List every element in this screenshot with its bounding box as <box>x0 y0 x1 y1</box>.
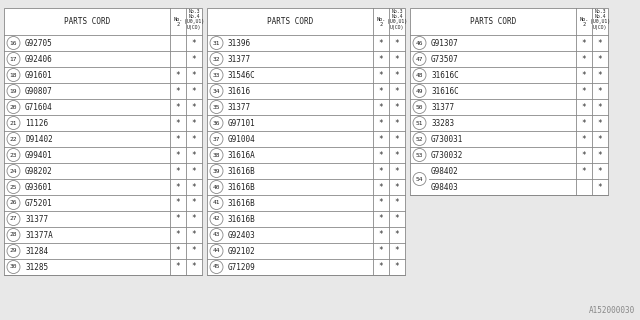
Text: *: * <box>176 102 180 111</box>
Text: G71604: G71604 <box>25 102 52 111</box>
Text: 22: 22 <box>10 137 17 141</box>
Text: G73507: G73507 <box>431 54 459 63</box>
Text: *: * <box>598 86 602 95</box>
Text: *: * <box>379 102 383 111</box>
Text: G93601: G93601 <box>25 182 52 191</box>
Text: PARTS CORD: PARTS CORD <box>267 17 313 26</box>
Text: A152000030: A152000030 <box>589 306 635 315</box>
Text: *: * <box>582 70 586 79</box>
Text: *: * <box>192 198 196 207</box>
Text: *: * <box>395 198 399 207</box>
Text: 33283: 33283 <box>431 118 454 127</box>
Text: 30: 30 <box>10 265 17 269</box>
Text: 53: 53 <box>416 153 423 157</box>
Text: 48: 48 <box>416 73 423 77</box>
Text: *: * <box>395 182 399 191</box>
Text: *: * <box>192 214 196 223</box>
Text: *: * <box>582 134 586 143</box>
Text: 44: 44 <box>212 249 220 253</box>
Bar <box>4 8 202 275</box>
Text: 23: 23 <box>10 153 17 157</box>
Text: *: * <box>379 54 383 63</box>
Text: *: * <box>395 86 399 95</box>
Text: *: * <box>379 230 383 239</box>
Text: *: * <box>395 54 399 63</box>
Text: 31616B: 31616B <box>228 214 256 223</box>
Text: *: * <box>192 182 196 191</box>
Text: *: * <box>192 86 196 95</box>
Text: *: * <box>176 150 180 159</box>
Text: 42: 42 <box>212 217 220 221</box>
Text: *: * <box>598 102 602 111</box>
Text: 31285: 31285 <box>25 262 48 271</box>
Text: 31546C: 31546C <box>228 70 256 79</box>
Text: 32: 32 <box>212 57 220 61</box>
Text: *: * <box>176 230 180 239</box>
Text: *: * <box>379 246 383 255</box>
Text: 31616B: 31616B <box>228 182 256 191</box>
Text: *: * <box>395 262 399 271</box>
Text: 31616A: 31616A <box>228 150 256 159</box>
Text: *: * <box>192 134 196 143</box>
Text: 54: 54 <box>416 177 423 181</box>
Text: 31377A: 31377A <box>25 230 52 239</box>
Text: G75201: G75201 <box>25 198 52 207</box>
Text: No.
2: No. 2 <box>173 17 182 27</box>
Text: 31616C: 31616C <box>431 86 459 95</box>
Text: *: * <box>379 198 383 207</box>
Text: 24: 24 <box>10 169 17 173</box>
Text: *: * <box>395 38 399 47</box>
Text: 38: 38 <box>212 153 220 157</box>
Text: *: * <box>192 54 196 63</box>
Text: G730032: G730032 <box>431 150 463 159</box>
Text: *: * <box>598 182 602 191</box>
Text: 51: 51 <box>416 121 423 125</box>
Text: G91004: G91004 <box>228 134 256 143</box>
Text: 29: 29 <box>10 249 17 253</box>
Text: No.
2: No. 2 <box>376 17 386 27</box>
Text: *: * <box>176 214 180 223</box>
Text: *: * <box>176 198 180 207</box>
Text: 26: 26 <box>10 201 17 205</box>
Text: *: * <box>582 150 586 159</box>
Text: *: * <box>379 150 383 159</box>
Text: *: * <box>598 118 602 127</box>
Text: PARTS CORD: PARTS CORD <box>64 17 110 26</box>
Text: 11126: 11126 <box>25 118 48 127</box>
Text: 31616B: 31616B <box>228 198 256 207</box>
Text: *: * <box>379 38 383 47</box>
Text: 31616B: 31616B <box>228 166 256 175</box>
Text: 50: 50 <box>416 105 423 109</box>
Text: *: * <box>598 70 602 79</box>
Text: 40: 40 <box>212 185 220 189</box>
Text: *: * <box>598 38 602 47</box>
Text: *: * <box>192 166 196 175</box>
Text: G91601: G91601 <box>25 70 52 79</box>
Text: G91307: G91307 <box>431 38 459 47</box>
Text: 25: 25 <box>10 185 17 189</box>
Text: *: * <box>598 54 602 63</box>
Text: G92705: G92705 <box>25 38 52 47</box>
Text: 37: 37 <box>212 137 220 141</box>
Text: *: * <box>395 150 399 159</box>
Text: *: * <box>379 166 383 175</box>
Text: *: * <box>582 86 586 95</box>
Text: D91402: D91402 <box>25 134 52 143</box>
Text: *: * <box>192 70 196 79</box>
Text: *: * <box>379 182 383 191</box>
Bar <box>207 8 405 275</box>
Text: No.3
No.4
(U0,U1)
U(CO): No.3 No.4 (U0,U1) U(CO) <box>387 9 407 30</box>
Text: *: * <box>395 166 399 175</box>
Text: *: * <box>379 262 383 271</box>
Text: *: * <box>395 102 399 111</box>
Text: G92406: G92406 <box>25 54 52 63</box>
Text: *: * <box>176 118 180 127</box>
Text: G92102: G92102 <box>228 246 256 255</box>
Text: G97101: G97101 <box>228 118 256 127</box>
Text: *: * <box>379 214 383 223</box>
Text: *: * <box>582 38 586 47</box>
Text: *: * <box>192 118 196 127</box>
Text: G90807: G90807 <box>25 86 52 95</box>
Text: 31377: 31377 <box>228 102 251 111</box>
Text: 17: 17 <box>10 57 17 61</box>
